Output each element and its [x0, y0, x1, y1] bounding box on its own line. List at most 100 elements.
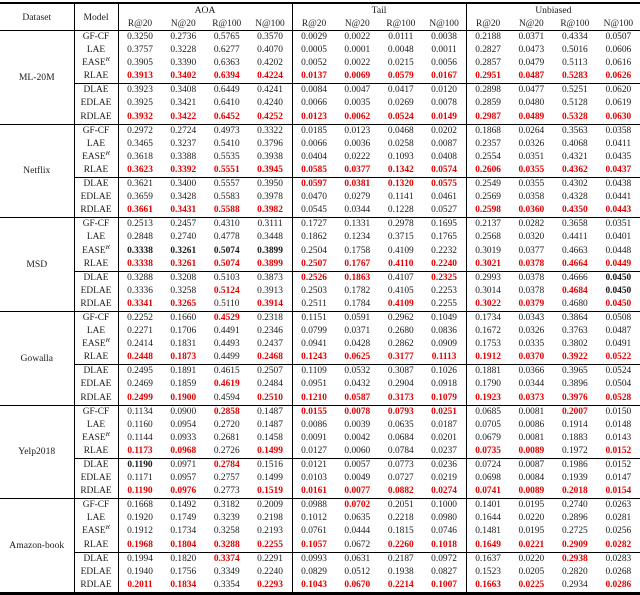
metric-cell: 0.0377: [344, 164, 371, 175]
metric-cell: 0.1914: [561, 419, 588, 430]
metric-cell: 0.0504: [605, 379, 632, 390]
metric-cell: 0.3341: [127, 298, 153, 309]
metric-cell: 0.4224: [248, 70, 293, 84]
metric-cell: 0.1881: [466, 364, 510, 379]
metric-cell: 0.0882: [387, 486, 414, 497]
metric-cell: 0.0049: [344, 473, 371, 484]
model-cell: LAE: [74, 325, 119, 339]
metric-header: R@100: [212, 18, 242, 29]
metric-cell: 0.0005: [301, 45, 327, 56]
metric-cell: 0.0222: [344, 151, 371, 162]
metric-cell: 0.0143: [605, 432, 632, 443]
metric-cell: 0.0127: [301, 445, 327, 456]
metric-cell: 0.0773: [379, 458, 423, 473]
metric-cell: 0.1831: [170, 339, 197, 350]
metric-cell: 0.1900: [170, 392, 197, 403]
metric-cell: 0.0089: [518, 486, 545, 497]
metric-cell: 0.5113: [562, 58, 588, 69]
metric-cell: 0.0522: [605, 352, 632, 363]
metric-cell: 0.0155: [292, 404, 336, 419]
metric-cell: 0.2240: [422, 257, 467, 272]
model-cell: EDLAE: [74, 472, 119, 486]
metric-cell: 0.0069: [344, 71, 371, 82]
model-cell: EDLAE: [74, 284, 119, 298]
metric-cell: 0.1079: [422, 391, 467, 406]
metric-cell: 0.0066: [301, 98, 327, 109]
metric-cell: 0.1228: [387, 205, 414, 216]
metric-cell: 0.2598: [475, 205, 501, 216]
metric-cell: 0.3173: [387, 392, 414, 403]
metric-cell: 0.1923: [475, 392, 501, 403]
metric-cell: 0.3228: [170, 45, 197, 56]
model-superscript: R: [105, 244, 110, 251]
metric-cell: 0.2827: [475, 45, 501, 56]
metric-cell: 0.0236: [422, 458, 467, 473]
metric-cell: 0.0679: [475, 432, 501, 443]
metric-cell: 0.0120: [422, 83, 467, 98]
metric-cell: 0.0381: [335, 177, 380, 192]
metric-cell: 0.1151: [292, 310, 336, 326]
metric-cell: 0.0401: [605, 232, 632, 243]
metric-cell: 0.0670: [344, 579, 371, 590]
model-cell: RLAE: [74, 538, 119, 553]
dataset-cell: Amazon-book: [0, 498, 75, 594]
metric-cell: 0.2507: [248, 364, 293, 379]
metric-cell: 0.0187: [422, 418, 467, 432]
metric-cell: 0.5110: [214, 298, 240, 309]
metric-cell: 0.0438: [596, 177, 640, 192]
metric-cell: 0.2773: [213, 486, 240, 497]
metric-cell: 0.0591: [335, 310, 380, 326]
metric-cell: 0.0528: [605, 392, 632, 403]
metric-cell: 0.0167: [422, 70, 467, 84]
metric-cell: 0.0450: [605, 285, 632, 296]
model-cell: DLAE: [74, 177, 119, 192]
metric-cell: 0.0264: [509, 123, 554, 138]
metric-cell: 0.3336: [127, 285, 153, 296]
metric-cell: 0.0524: [387, 111, 414, 122]
metric-cell: 0.0185: [292, 123, 336, 138]
metric-header: R@20: [475, 18, 501, 29]
metric-header: R@100: [560, 18, 590, 29]
metric-cell: 0.0335: [518, 339, 545, 350]
metric-cell: 0.1320: [379, 177, 423, 192]
model-cell: RLAE: [74, 257, 119, 272]
metric-cell: 0.1243: [301, 352, 327, 363]
metric-cell: 0.2962: [379, 310, 423, 326]
metric-cell: 0.0281: [605, 513, 632, 524]
metric-cell: 0.2214: [387, 579, 414, 590]
metric-cell: 0.0081: [509, 404, 554, 419]
metric-cell: 0.0988: [292, 498, 336, 513]
metric-cell: 0.2951: [475, 71, 501, 82]
metric-cell: 0.2198: [248, 512, 293, 526]
metric-cell: 0.1637: [466, 551, 510, 566]
table-row: EASER 0.3338 0.3261 0.5074 0.3899 0.2504 0.175…: [0, 244, 640, 258]
metric-cell: 0.4110: [388, 258, 414, 269]
metric-cell: 0.4328: [561, 192, 588, 203]
metric-cell: 0.1706: [170, 326, 197, 337]
metric-cell: 0.2495: [118, 364, 162, 379]
table-row: EASER 0.1912 0.1734 0.3258 0.2193 0.0761 0.044…: [0, 525, 640, 539]
metric-cell: 0.3408: [161, 83, 205, 98]
metric-cell: 0.2569: [475, 192, 501, 203]
metric-header: N@20: [344, 18, 370, 29]
metric-cell: 0.1986: [553, 458, 597, 473]
metric-cell: 0.4334: [561, 32, 588, 42]
table-row: Gowalla GF-CF 0.2252 0.1660 0.4529 0.2318 0.11…: [0, 310, 640, 406]
metric-cell: 0.0042: [344, 432, 371, 443]
metric-cell: 0.1912: [475, 352, 501, 363]
metric-cell: 0.0084: [518, 473, 545, 484]
metric-cell: 0.0111: [388, 32, 414, 42]
metric-cell: 0.4499: [213, 352, 240, 363]
model-cell: LAE: [74, 231, 119, 245]
metric-cell: 0.0468: [379, 123, 423, 138]
metric-cell: 0.0123: [335, 123, 380, 138]
metric-cell: 0.1144: [127, 432, 153, 443]
metric-cell: 0.3338: [127, 258, 153, 269]
metric-cell: 0.2260: [387, 539, 414, 550]
dataset-cell: Netflix: [0, 123, 75, 218]
metric-cell: 0.3965: [553, 364, 597, 379]
model-cell: GF-CF: [74, 123, 119, 138]
metric-cell: 0.2526: [292, 270, 336, 285]
metric-cell: 0.4680: [561, 298, 588, 309]
